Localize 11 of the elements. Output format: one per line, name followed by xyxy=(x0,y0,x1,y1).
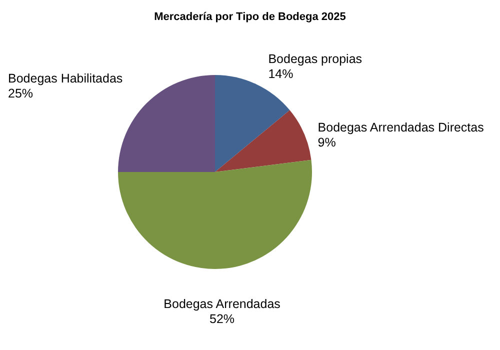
slice-label: Bodegas propias xyxy=(268,52,362,66)
slice-label: Bodegas Arrendadas xyxy=(164,296,280,311)
pie-slice xyxy=(215,110,312,172)
chart-title: Mercadería por Tipo de Bodega 2025 xyxy=(154,11,346,23)
data-label: 25% xyxy=(8,86,34,101)
data-label: 52% xyxy=(210,312,235,326)
slice-label: Bodegas Arrendadas Directas xyxy=(318,120,484,135)
data-label: 14% xyxy=(268,66,294,81)
slice-label: Bodegas Habilitadas xyxy=(8,72,123,86)
data-label: 9% xyxy=(318,136,336,150)
pie-slice xyxy=(118,160,312,269)
